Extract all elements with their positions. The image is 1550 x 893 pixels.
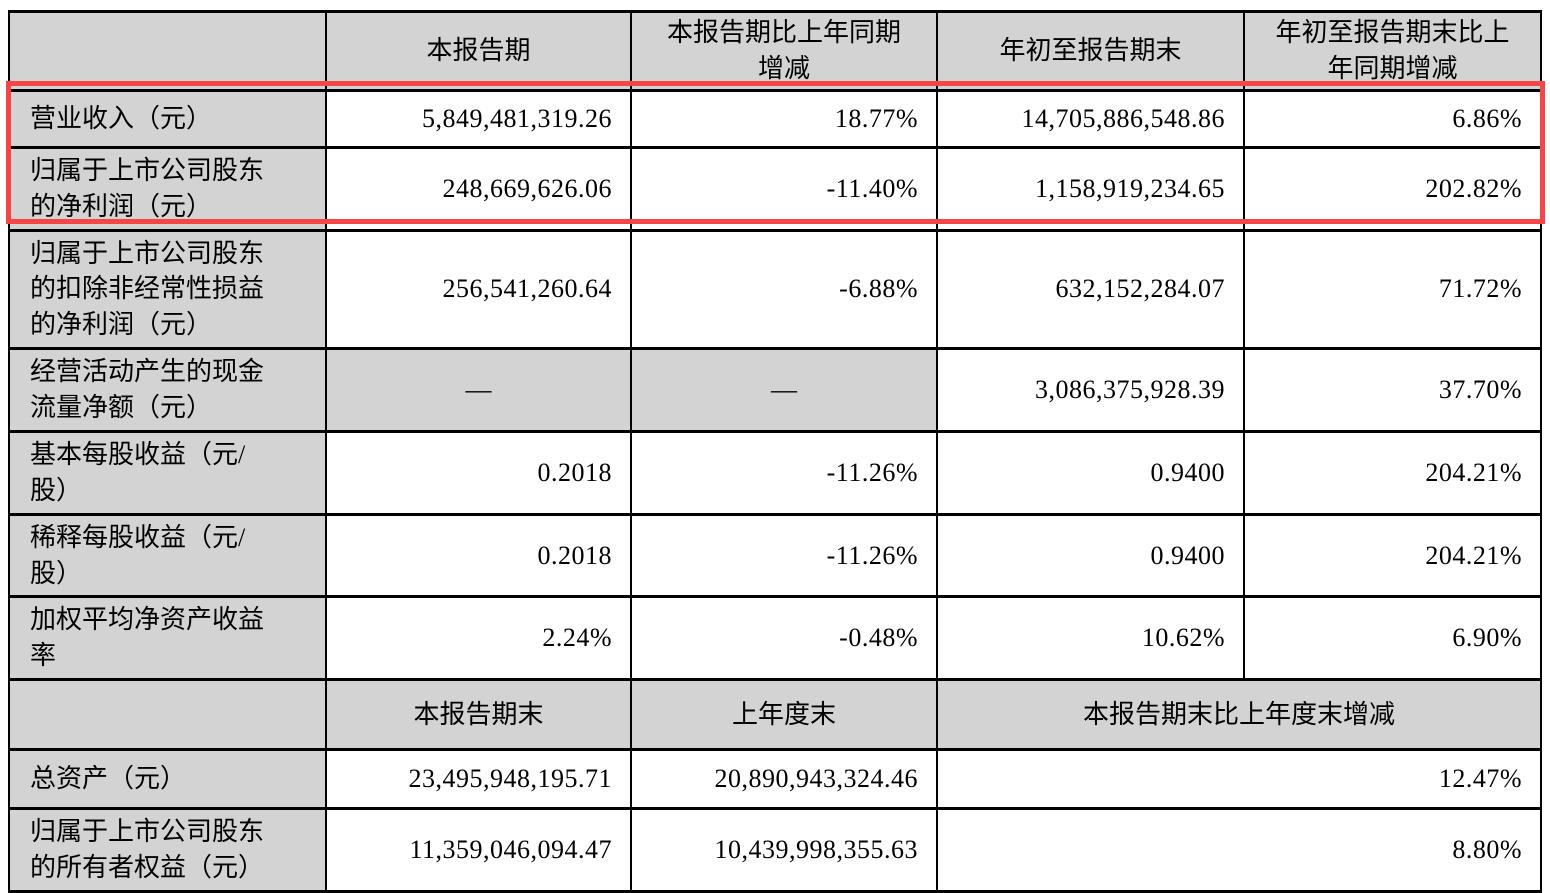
- row-label: 总资产（元）: [8, 748, 327, 811]
- header-yoy-change: 本报告期比上年同期 增减: [630, 10, 938, 92]
- header-prev-year-end: 上年度末: [630, 678, 938, 752]
- row-label: 基本每股收益（元/ 股）: [8, 429, 327, 516]
- table-row-net-profit: 归属于上市公司股东 的净利润（元） 248,669,626.06 -11.40%…: [8, 145, 1542, 232]
- cell-current-period: 2.24%: [325, 595, 632, 682]
- cell-yoy-change: -11.26%: [630, 429, 938, 516]
- row-label: 归属于上市公司股东 的扣除非经常性损益 的净利润（元）: [8, 228, 327, 351]
- header-blank-cell: [8, 678, 327, 752]
- cell-current-period: 0.2018: [325, 512, 632, 599]
- cell-ytd: 10.62%: [936, 595, 1245, 682]
- cell-ytd-yoy-change: 6.90%: [1243, 595, 1542, 682]
- cell-ytd-yoy-change: 37.70%: [1243, 347, 1542, 433]
- header-period-end-change: 本报告期末比上年度末增减: [936, 678, 1542, 752]
- table-row-basic-eps: 基本每股收益（元/ 股） 0.2018 -11.26% 0.9400 204.2…: [8, 429, 1542, 516]
- row-label: 归属于上市公司股东 的所有者权益（元）: [8, 807, 327, 893]
- cell-yoy-change-na: —: [630, 347, 938, 433]
- cell-ytd-yoy-change: 204.21%: [1243, 512, 1542, 599]
- table-row-operating-cash-flow: 经营活动产生的现金 流量净额（元） — — 3,086,375,928.39 3…: [8, 347, 1542, 433]
- cell-ytd: 632,152,284.07: [936, 228, 1245, 351]
- cell-current-period: 248,669,626.06: [325, 145, 632, 232]
- cell-ytd-yoy-change: 204.21%: [1243, 429, 1542, 516]
- table-row-weighted-avg-roe: 加权平均净资产收益 率 2.24% -0.48% 10.62% 6.90%: [8, 595, 1542, 682]
- cell-period-end-change: 8.80%: [936, 807, 1542, 893]
- cell-ytd: 14,705,886,548.86: [936, 88, 1245, 149]
- cell-ytd-yoy-change: 6.86%: [1243, 88, 1542, 149]
- report-page: 本报告期 本报告期比上年同期 增减 年初至报告期末 年初至报告期末比上 年同期增…: [6, 10, 1545, 893]
- row-label: 营业收入（元）: [8, 88, 327, 149]
- cell-prev-year-end: 10,439,998,355.63: [630, 807, 938, 893]
- cell-ytd: 0.9400: [936, 429, 1245, 516]
- table-row-owners-equity: 归属于上市公司股东 的所有者权益（元） 11,359,046,094.47 10…: [8, 807, 1542, 893]
- cell-yoy-change: -0.48%: [630, 595, 938, 682]
- cell-yoy-change: -6.88%: [630, 228, 938, 351]
- cell-yoy-change: -11.40%: [630, 145, 938, 232]
- financial-summary-table: 本报告期 本报告期比上年同期 增减 年初至报告期末 年初至报告期末比上 年同期增…: [8, 10, 1542, 893]
- cell-prev-year-end: 20,890,943,324.46: [630, 748, 938, 811]
- cell-current-period: 0.2018: [325, 429, 632, 516]
- cell-yoy-change: -11.26%: [630, 512, 938, 599]
- row-label: 加权平均净资产收益 率: [8, 595, 327, 682]
- row-label: 归属于上市公司股东 的净利润（元）: [8, 145, 327, 232]
- header-period-end: 本报告期末: [325, 678, 632, 752]
- table-row-diluted-eps: 稀释每股收益（元/ 股） 0.2018 -11.26% 0.9400 204.2…: [8, 512, 1542, 599]
- cell-current-period-na: —: [325, 347, 632, 433]
- cell-period-end: 11,359,046,094.47: [325, 807, 632, 893]
- cell-ytd: 1,158,919,234.65: [936, 145, 1245, 232]
- table-row-revenue: 营业收入（元） 5,849,481,319.26 18.77% 14,705,8…: [8, 88, 1542, 149]
- header-row-period-end: 本报告期末 上年度末 本报告期末比上年度末增减: [8, 678, 1542, 752]
- row-label: 经营活动产生的现金 流量净额（元）: [8, 347, 327, 433]
- cell-ytd: 0.9400: [936, 512, 1245, 599]
- row-label: 稀释每股收益（元/ 股）: [8, 512, 327, 599]
- cell-ytd-yoy-change: 202.82%: [1243, 145, 1542, 232]
- cell-current-period: 5,849,481,319.26: [325, 88, 632, 149]
- table-row-total-assets: 总资产（元） 23,495,948,195.71 20,890,943,324.…: [8, 748, 1542, 811]
- header-ytd: 年初至报告期末: [936, 10, 1245, 92]
- header-ytd-yoy-change: 年初至报告期末比上 年同期增减: [1243, 10, 1542, 92]
- header-blank-cell: [8, 10, 327, 92]
- header-current-period: 本报告期: [325, 10, 632, 92]
- table-row-net-profit-deducted: 归属于上市公司股东 的扣除非经常性损益 的净利润（元） 256,541,260.…: [8, 228, 1542, 351]
- header-row-period: 本报告期 本报告期比上年同期 增减 年初至报告期末 年初至报告期末比上 年同期增…: [8, 10, 1542, 92]
- cell-ytd-yoy-change: 71.72%: [1243, 228, 1542, 351]
- cell-ytd: 3,086,375,928.39: [936, 347, 1245, 433]
- cell-yoy-change: 18.77%: [630, 88, 938, 149]
- cell-period-end-change: 12.47%: [936, 748, 1542, 811]
- cell-period-end: 23,495,948,195.71: [325, 748, 632, 811]
- cell-current-period: 256,541,260.64: [325, 228, 632, 351]
